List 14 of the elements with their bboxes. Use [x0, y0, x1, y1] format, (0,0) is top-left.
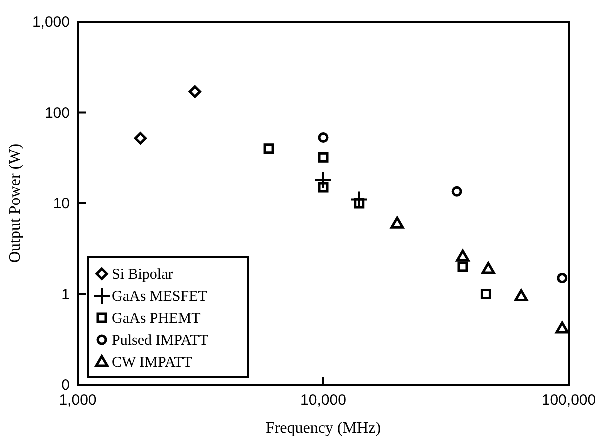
y-tick-label: 1,000: [32, 14, 70, 31]
y-tick-label: 100: [44, 104, 70, 122]
x-tick-label: 10,000: [300, 392, 346, 409]
y-axis-title: Output Power (W): [7, 144, 24, 264]
legend-label: Si Bipolar: [112, 267, 174, 283]
legend-label: CW IMPATT: [112, 355, 192, 371]
legend-label: GaAs PHEMT: [112, 311, 201, 327]
x-axis-title: Frequency (MHz): [266, 420, 382, 437]
y-tick-label: 0: [62, 377, 70, 394]
x-tick-label: 100,000: [542, 392, 596, 409]
legend-label: GaAs MESFET: [112, 289, 208, 305]
y-tick-label: 10: [53, 196, 70, 212]
legend-label: Pulsed IMPATT: [112, 333, 209, 349]
y-tick-label: 1: [62, 286, 70, 304]
